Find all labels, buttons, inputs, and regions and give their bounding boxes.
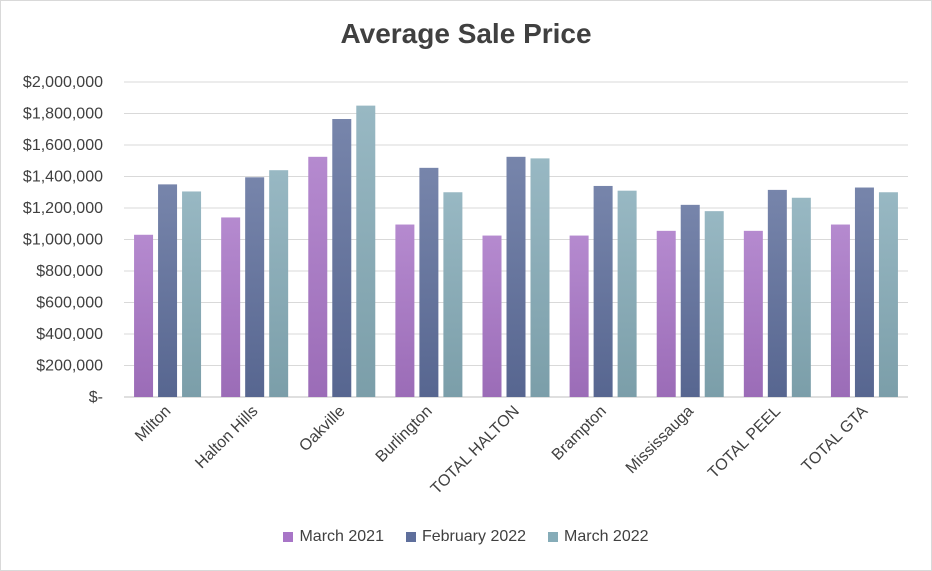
legend-item: February 2022 — [405, 528, 527, 546]
bar — [854, 187, 874, 397]
legend-swatch — [283, 532, 294, 542]
bar — [419, 167, 439, 397]
bar — [830, 224, 850, 397]
x-tick-label: Oakville — [296, 403, 348, 455]
y-tick-label: $1,200,000 — [23, 200, 103, 217]
bar — [617, 190, 637, 397]
bar — [569, 235, 589, 397]
bar — [593, 185, 613, 397]
bar — [704, 211, 724, 397]
y-tick-label: $- — [89, 389, 103, 406]
x-tick-label: Mississauga — [623, 403, 697, 477]
y-axis-labels: $- $200,000 $400,000 $600,000 $800,000 $1,000… — [23, 74, 103, 406]
x-tick-label: Burlington — [373, 403, 436, 466]
x-tick-label: TOTAL GTA — [799, 403, 872, 476]
bar — [182, 191, 202, 397]
x-tick-label: Milton — [132, 403, 174, 445]
bar — [743, 230, 763, 397]
bar — [443, 192, 463, 397]
y-tick-label: $200,000 — [36, 358, 103, 375]
y-tick-label: $600,000 — [36, 295, 103, 312]
bars — [134, 105, 898, 397]
x-axis-labels: Milton Halton Hills Oakville BurlingtonTOTA… — [132, 403, 871, 498]
x-tick-label: Halton Hills — [192, 403, 261, 472]
bar — [269, 170, 289, 397]
y-tick-label: $800,000 — [36, 263, 103, 280]
y-tick-label: $1,400,000 — [23, 169, 103, 186]
bar — [878, 192, 898, 397]
legend-label: March 2021 — [299, 528, 384, 545]
bar — [506, 156, 526, 397]
x-tick-label: TOTAL HALTON — [428, 403, 523, 498]
legend-label: February 2022 — [421, 528, 527, 545]
legend-label: March 2022 — [564, 528, 649, 545]
x-tick-label: TOTAL PEEL — [705, 403, 784, 482]
legend-item: March 2022 — [548, 528, 649, 546]
bar — [680, 204, 700, 397]
x-tick-label: Brampton — [549, 403, 610, 464]
y-tick-label: $2,000,000 — [23, 74, 103, 91]
y-tick-label: $400,000 — [36, 326, 103, 343]
bar — [530, 158, 550, 397]
y-tick-label: $1,600,000 — [23, 137, 103, 154]
bar — [395, 224, 415, 397]
bar — [158, 184, 178, 397]
bar — [332, 119, 352, 397]
bar — [656, 230, 676, 397]
chart-title: Average Sale Price — [340, 18, 592, 49]
bar — [791, 197, 811, 397]
bar — [482, 235, 502, 397]
legend-swatch — [405, 532, 416, 542]
legend-item: March 2021 — [283, 528, 384, 546]
legend: March 2021 February 2022 March 2022 — [0, 528, 932, 546]
y-tick-label: $1,000,000 — [23, 232, 103, 249]
bar — [356, 105, 376, 397]
bar — [308, 156, 328, 397]
bar — [767, 189, 787, 397]
bar — [245, 177, 265, 397]
legend-swatch — [548, 532, 559, 542]
y-tick-label: $1,800,000 — [23, 106, 103, 123]
bar — [134, 234, 154, 397]
bar — [221, 217, 241, 397]
